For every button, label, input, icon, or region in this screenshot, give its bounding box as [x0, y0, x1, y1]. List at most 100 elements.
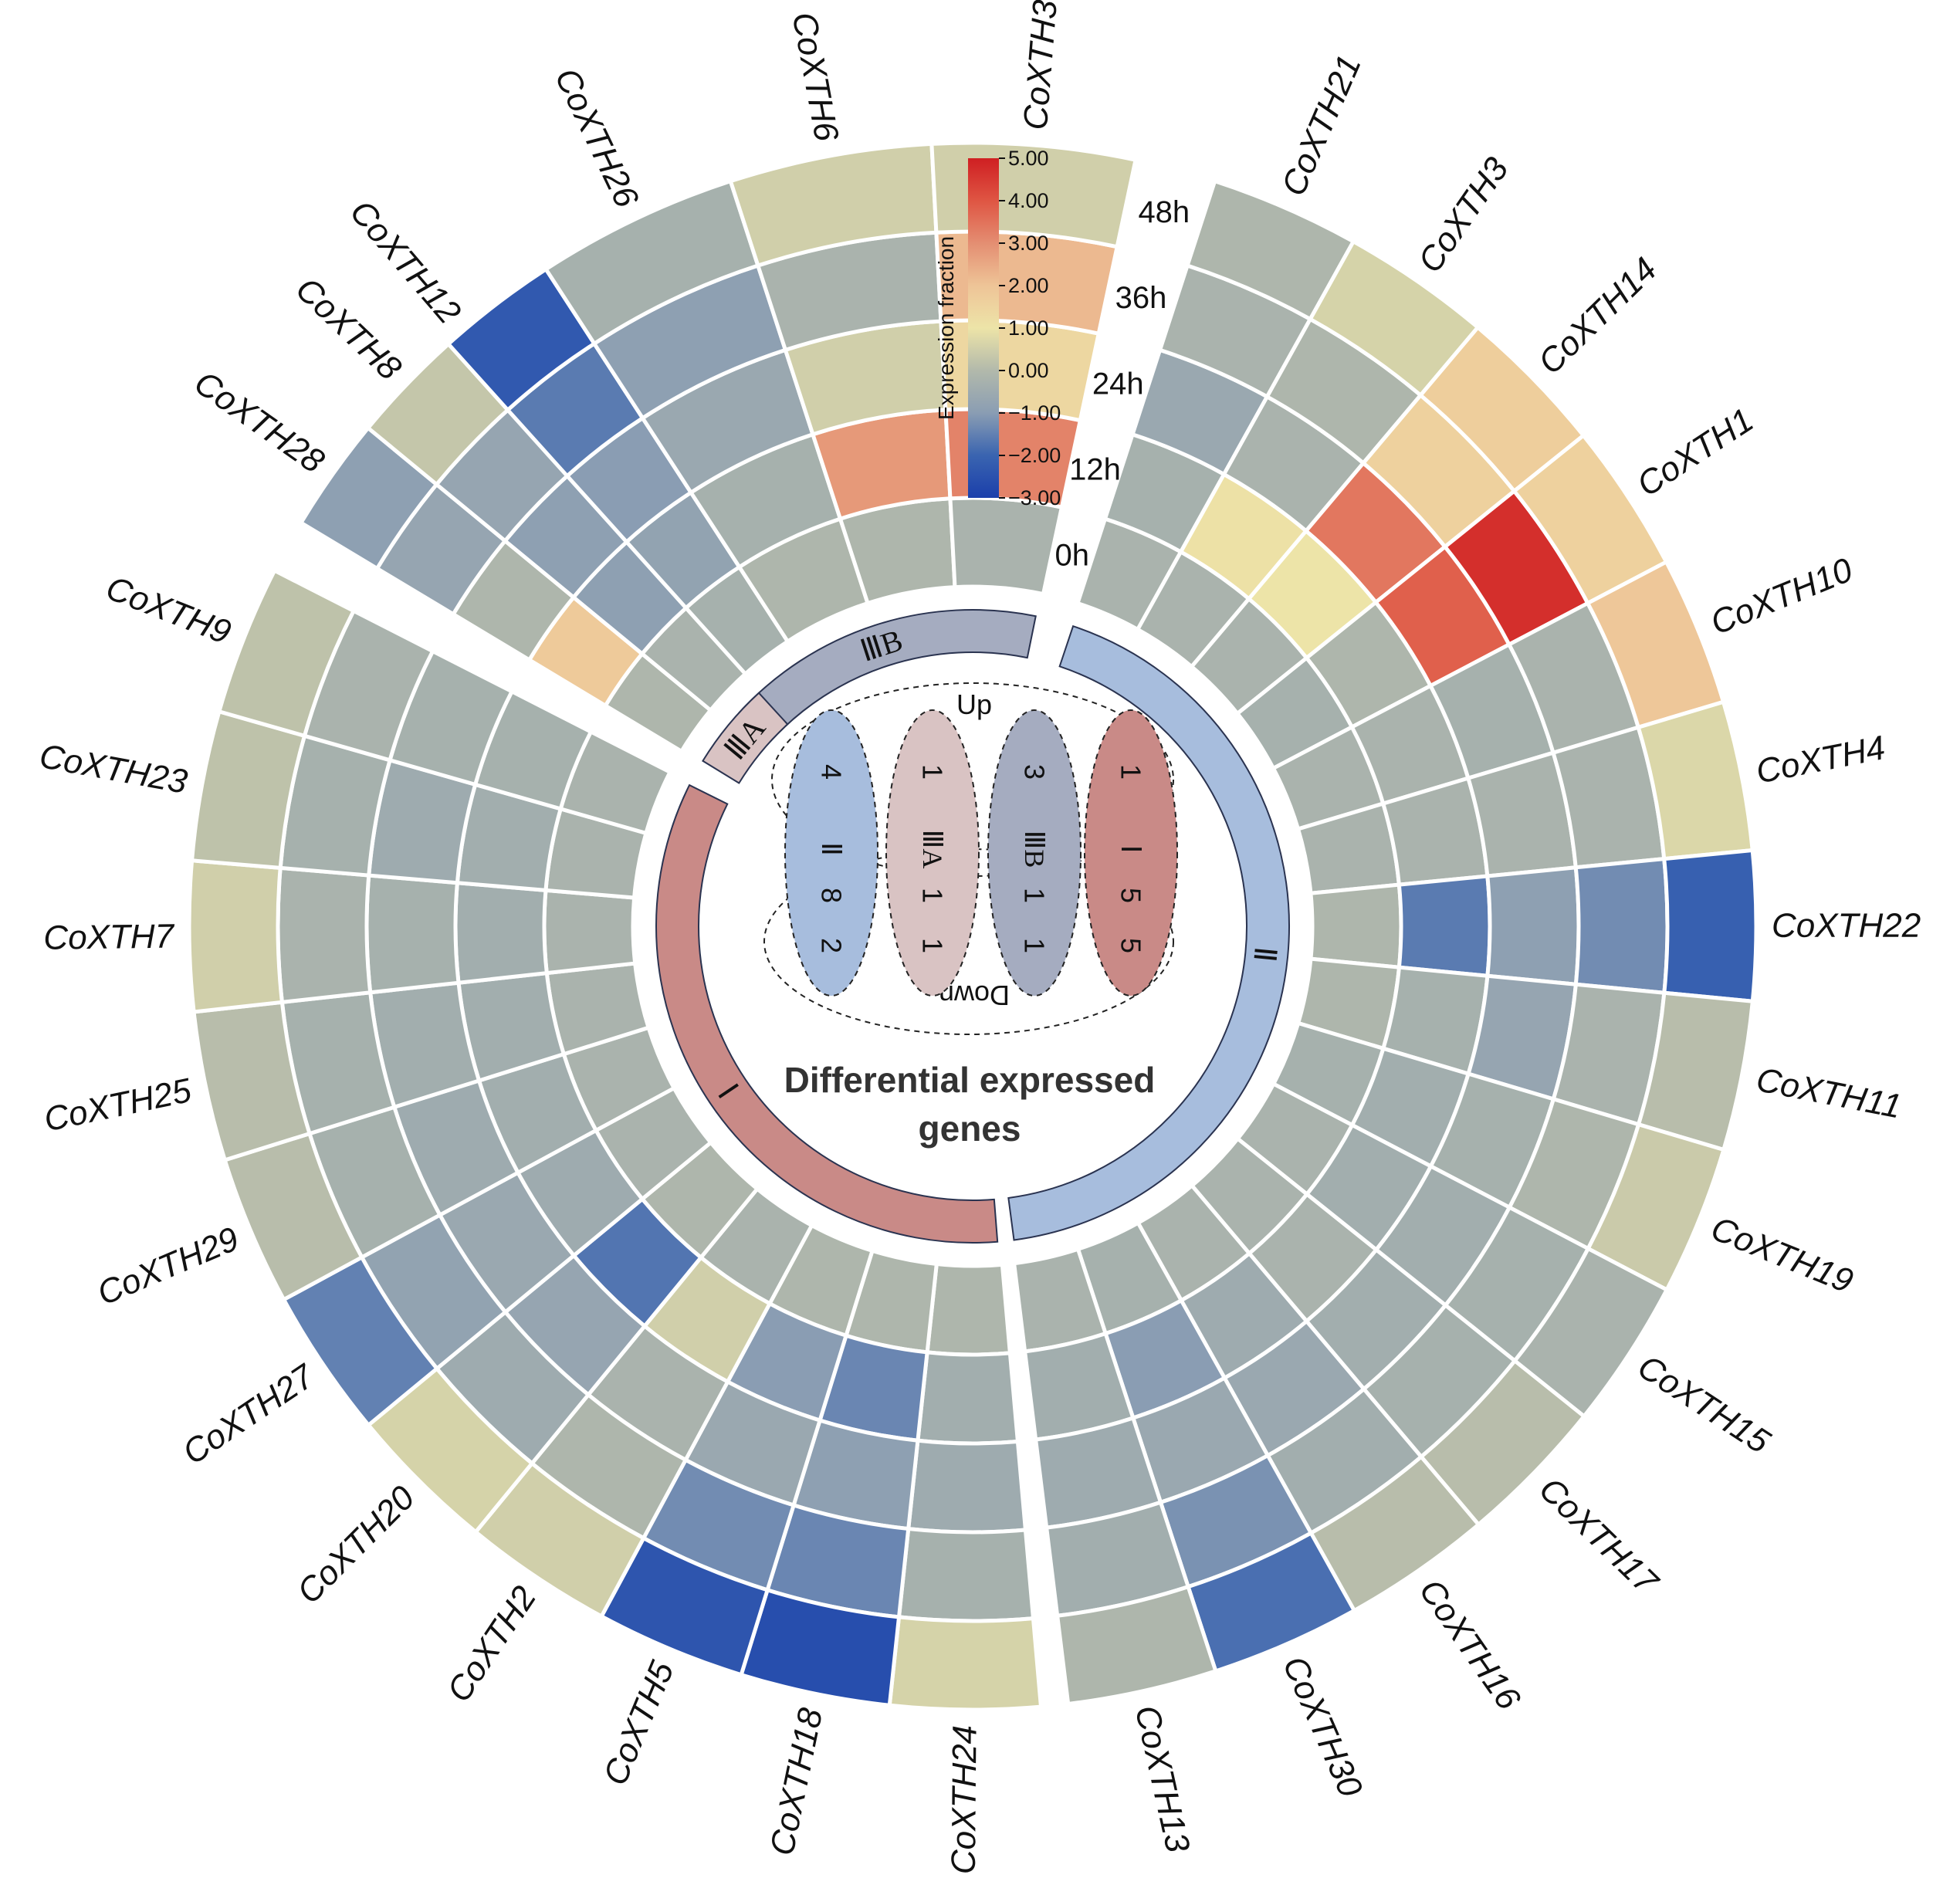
gene-label-coxth31: CoXTH31	[1017, 0, 1066, 131]
cell-coxth22-48h	[1662, 848, 1759, 1004]
cell-coxth8-48h	[365, 341, 511, 488]
gene-label-coxth19: CoXTH19	[1706, 1210, 1858, 1301]
gene-label-coxth9: CoXTH9	[101, 569, 236, 651]
gene-label-coxth18: CoXTH18	[763, 1704, 830, 1859]
venn-ellipse-iiia	[885, 709, 980, 997]
venn-ellipse-i	[1084, 709, 1178, 997]
cell-coxth7-48h	[187, 858, 285, 1014]
gene-label-coxth21: CoXTH21	[1275, 49, 1369, 201]
colorbar-title: Expression fraction	[934, 236, 958, 420]
colorbar-tick-label: −2.00	[1008, 444, 1061, 467]
venn-down-count-iiib: 1	[1019, 938, 1051, 953]
colorbar-tick-label: 5.00	[1008, 147, 1049, 170]
venn-group-label-i: Ⅰ	[1115, 845, 1146, 854]
venn-up-count-iiia: 1	[917, 764, 949, 780]
colorbar	[968, 158, 999, 498]
cell-coxth7-36h	[276, 865, 373, 1005]
cell-coxth7-12h	[453, 881, 550, 985]
gene-label-coxth1: CoXTH1	[1630, 401, 1760, 504]
colorbar-tick-label: 2.00	[1008, 274, 1049, 297]
gene-label-coxth28: CoXTH28	[188, 364, 331, 481]
timepoint-label-24h: 24h	[1092, 367, 1144, 401]
venn-up-count-iiib: 3	[1019, 764, 1051, 780]
cell-coxth13-48h	[1054, 1584, 1219, 1707]
gene-label-coxth17: CoXTH17	[1532, 1470, 1666, 1602]
venn-both-count-ii: 8	[816, 888, 848, 903]
group-band-i	[655, 783, 999, 1244]
cell-coxth7-0h	[542, 888, 638, 976]
gene-label-coxth27: CoXTH27	[176, 1357, 322, 1473]
venn-up-count-i: 1	[1115, 764, 1147, 780]
gene-label-coxth3: CoXTH3	[1411, 151, 1516, 279]
cell-coxth31-0h	[948, 496, 1065, 597]
group-band-iiia	[702, 692, 789, 784]
colorbar-tick-label: 0.00	[1008, 359, 1049, 382]
colorbar-tick-label: 3.00	[1008, 232, 1049, 255]
color-legend: Expression fraction 5.00 4.00 3.00 2.00 1.00…	[934, 147, 1061, 509]
gene-label-coxth6: CoXTH6	[785, 9, 846, 144]
venn-group-label-iiib: ⅢB	[1019, 831, 1050, 868]
venn-group-label-ii: Ⅱ	[816, 842, 847, 856]
venn-down-count-iiia: 1	[917, 938, 949, 953]
cell-coxth24-0h	[925, 1261, 1013, 1357]
gene-label-coxth24: CoXTH24	[945, 1725, 984, 1875]
colorbar-tick-label: −1.00	[1008, 401, 1061, 425]
cell-coxth7-24h	[364, 873, 461, 995]
gene-label-coxth26: CoXTH26	[547, 63, 646, 214]
heatmap-cells-layer	[187, 140, 1759, 1712]
venn-up-count-ii: 4	[816, 764, 848, 780]
cell-coxth9-48h	[216, 567, 357, 739]
colorbar-tick-label: −3.00	[1008, 486, 1061, 509]
gene-label-coxth8: CoXTH8	[289, 270, 409, 387]
cell-coxth24-36h	[896, 1526, 1036, 1623]
cell-coxth22-0h	[1308, 882, 1403, 969]
venn-both-count-iiib: 1	[1019, 888, 1051, 903]
gene-label-coxth13: CoXTH13	[1128, 1702, 1197, 1856]
venn-down-count-ii: 2	[816, 938, 848, 953]
gene-label-coxth11: CoXTH11	[1753, 1061, 1904, 1125]
timepoint-labels-layer: 0h 12h 24h 36h 48h	[1055, 195, 1190, 572]
timepoint-label-48h: 48h	[1138, 195, 1190, 229]
gene-label-coxth4: CoXTH4	[1753, 729, 1888, 791]
venn-down-label: Down	[939, 980, 1010, 1011]
gene-label-coxth12: CoXTH12	[343, 193, 469, 331]
gene-label-coxth5: CoXTH5	[596, 1656, 682, 1791]
cell-coxth24-24h	[906, 1438, 1028, 1535]
venn-both-count-iiia: 1	[917, 888, 949, 903]
cell-coxth22-24h	[1485, 865, 1581, 986]
gene-label-coxth25: CoXTH25	[41, 1071, 195, 1139]
gene-label-coxth15: CoXTH15	[1631, 1348, 1777, 1461]
cell-coxth22-36h	[1573, 856, 1670, 995]
gene-label-coxth22: CoXTH22	[1772, 907, 1921, 945]
group-band-ii	[1007, 624, 1290, 1241]
gene-label-coxth2: CoXTH2	[440, 1579, 544, 1708]
gene-label-coxth30: CoXTH30	[1275, 1651, 1369, 1803]
colorbar-tick-label: 1.00	[1008, 316, 1049, 340]
gene-label-coxth29: CoXTH29	[92, 1220, 244, 1312]
gene-label-coxth20: CoXTH20	[290, 1478, 422, 1611]
venn-ellipse-ii	[784, 709, 878, 997]
venn-up-label: Up	[956, 689, 992, 720]
venn-diagram: Up Down 4 Ⅱ 8 2 1 ⅢA 1 1 3 ⅢB 1 1 1 Ⅰ 5 5	[763, 682, 1178, 1035]
group-band-iiib	[738, 609, 1037, 743]
center-title-line-2: genes	[919, 1108, 1021, 1149]
cell-coxth22-12h	[1396, 874, 1492, 978]
gene-label-coxth10: CoXTH10	[1705, 550, 1858, 642]
venn-group-label-iiia: ⅢA	[917, 830, 948, 869]
cell-coxth24-48h	[887, 1615, 1044, 1712]
center-title-line-1: Differential expressed	[784, 1060, 1156, 1100]
gene-label-coxth7: CoXTH7	[43, 918, 175, 957]
venn-both-count-i: 5	[1115, 888, 1147, 903]
venn-down-count-i: 5	[1115, 938, 1147, 953]
venn-ellipse-iiib	[987, 709, 1082, 997]
colorbar-tick-label: 4.00	[1008, 189, 1049, 212]
timepoint-label-36h: 36h	[1115, 281, 1167, 315]
gene-label-coxth14: CoXTH14	[1531, 250, 1664, 381]
gene-label-coxth23: CoXTH23	[36, 737, 190, 801]
venn-up-set	[771, 682, 1174, 877]
group-label-ii: Ⅱ	[1248, 946, 1285, 964]
gene-label-coxth16: CoXTH16	[1412, 1572, 1528, 1717]
timepoint-label-12h: 12h	[1069, 452, 1121, 486]
